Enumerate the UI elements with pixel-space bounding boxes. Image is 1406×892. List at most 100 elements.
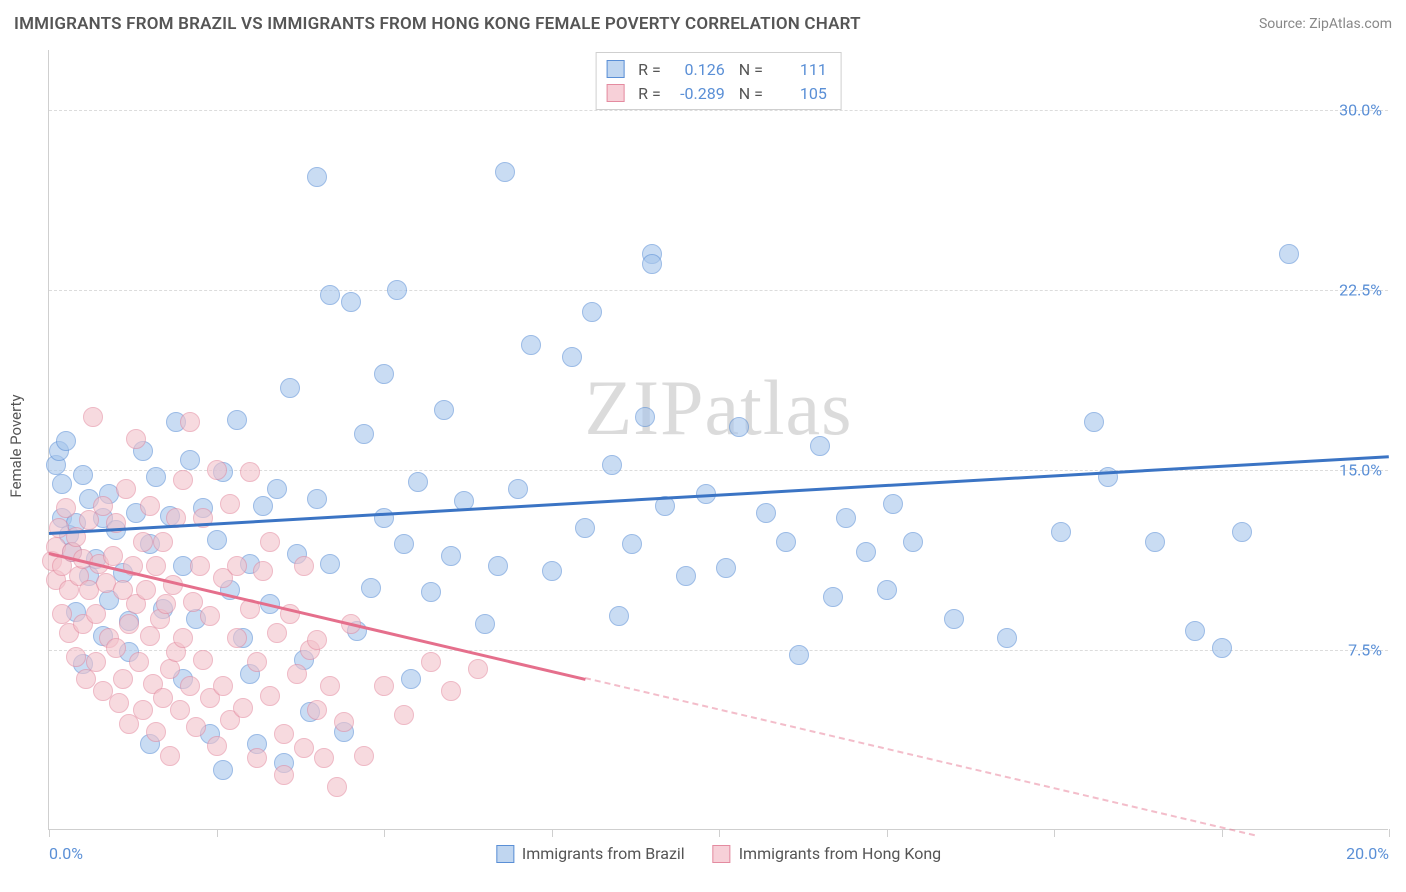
data-point (622, 534, 642, 554)
xtick (384, 829, 385, 837)
data-point (944, 609, 964, 629)
data-point (173, 628, 193, 648)
data-point (1212, 638, 1232, 658)
data-point (294, 738, 314, 758)
data-point (213, 760, 233, 780)
data-point (180, 450, 200, 470)
data-point (334, 712, 354, 732)
data-point (542, 561, 562, 581)
data-point (1145, 532, 1165, 552)
swatch-icon (496, 845, 514, 863)
data-point (146, 467, 166, 487)
data-point (140, 496, 160, 516)
stat-n-value: 105 (773, 84, 827, 103)
data-point (320, 554, 340, 574)
data-point (253, 496, 273, 516)
data-point (521, 335, 541, 355)
swatch-icon (713, 845, 731, 863)
data-point (562, 347, 582, 367)
legend-stats-row: R = -0.289 N = 105 (606, 81, 827, 105)
data-point (354, 746, 374, 766)
data-point (1279, 244, 1299, 264)
data-point (153, 532, 173, 552)
data-point (903, 532, 923, 552)
data-point (307, 630, 327, 650)
legend-label: Immigrants from Hong Kong (739, 844, 941, 863)
data-point (307, 167, 327, 187)
data-point (227, 410, 247, 430)
data-point (836, 508, 856, 528)
data-point (1185, 621, 1205, 641)
stat-r-label: R = (638, 84, 661, 103)
legend-stats-row: R = 0.126 N = 111 (606, 57, 827, 81)
data-point (156, 594, 176, 614)
data-point (374, 508, 394, 528)
data-point (227, 556, 247, 576)
data-point (186, 717, 206, 737)
data-point (56, 498, 76, 518)
data-point (421, 582, 441, 602)
stat-r-label: R = (638, 60, 661, 79)
data-point (126, 429, 146, 449)
data-point (642, 254, 662, 274)
data-point (133, 700, 153, 720)
data-point (823, 587, 843, 607)
data-point (354, 424, 374, 444)
legend-stats-box: R = 0.126 N = 111 R = -0.289 N = 105 (595, 52, 842, 110)
data-point (1084, 412, 1104, 432)
data-point (129, 652, 149, 672)
ytick-label: 30.0% (1339, 101, 1382, 120)
stat-n-value: 111 (773, 60, 827, 79)
data-point (133, 532, 153, 552)
data-point (173, 470, 193, 490)
data-point (883, 494, 903, 514)
stat-r-value: 0.126 (671, 60, 725, 79)
legend-label: Immigrants from Brazil (522, 844, 685, 863)
data-point (582, 302, 602, 322)
data-point (56, 431, 76, 451)
data-point (200, 606, 220, 626)
data-point (997, 628, 1017, 648)
data-point (207, 530, 227, 550)
data-point (140, 626, 160, 646)
data-point (260, 532, 280, 552)
data-point (190, 556, 210, 576)
data-point (180, 676, 200, 696)
data-point (109, 693, 129, 713)
data-point (602, 455, 622, 475)
data-point (488, 556, 508, 576)
data-point (116, 479, 136, 499)
data-point (394, 705, 414, 725)
data-point (66, 647, 86, 667)
data-point (103, 546, 123, 566)
data-point (160, 746, 180, 766)
data-point (267, 623, 287, 643)
xtick (1222, 829, 1223, 837)
data-point (280, 378, 300, 398)
xtick (719, 829, 720, 837)
source-label: Source: ZipAtlas.com (1259, 16, 1392, 32)
data-point (247, 652, 267, 672)
legend-item: Immigrants from Brazil (496, 844, 685, 863)
stat-n-label: N = (739, 84, 763, 103)
data-point (387, 280, 407, 300)
data-point (1232, 522, 1252, 542)
data-point (193, 650, 213, 670)
xtick (217, 829, 218, 837)
data-point (401, 669, 421, 689)
data-point (294, 556, 314, 576)
gridline (49, 290, 1388, 291)
data-point (146, 722, 166, 742)
data-point (240, 462, 260, 482)
data-point (320, 285, 340, 305)
data-point (729, 417, 749, 437)
data-point (508, 479, 528, 499)
data-point (227, 628, 247, 648)
data-point (421, 652, 441, 672)
data-point (86, 604, 106, 624)
data-point (756, 503, 776, 523)
data-point (233, 698, 253, 718)
ytick-label: 15.0% (1339, 461, 1382, 480)
data-point (213, 676, 233, 696)
data-point (307, 700, 327, 720)
